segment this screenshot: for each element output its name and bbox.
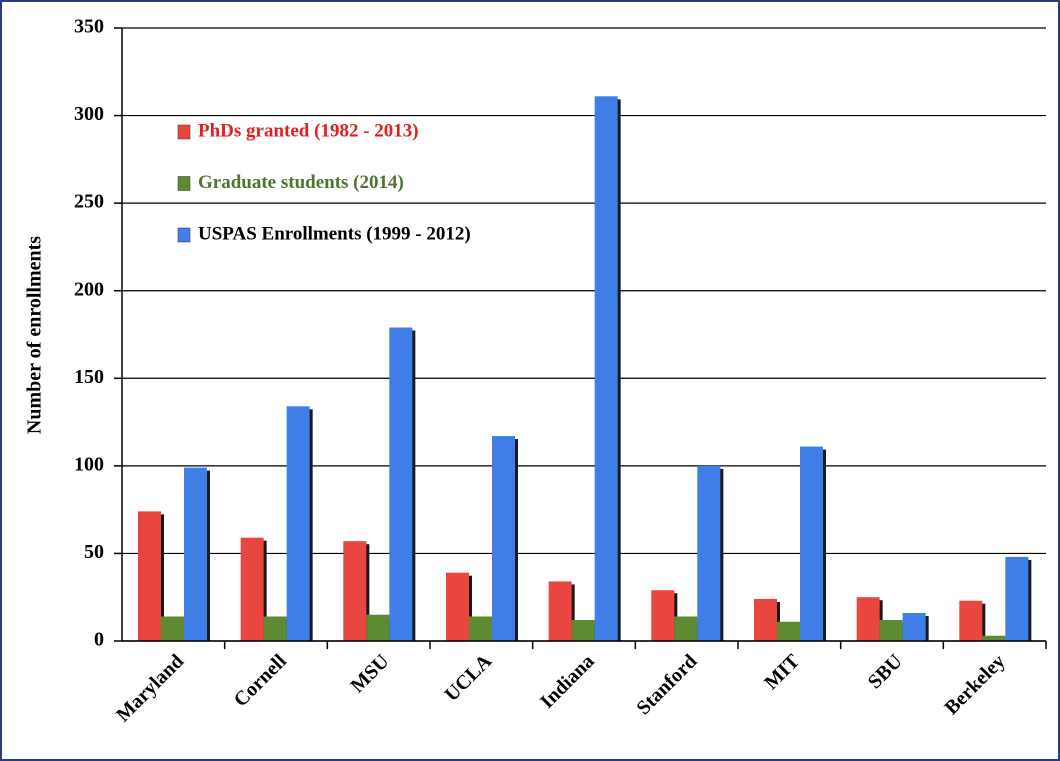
- bar: [959, 600, 983, 641]
- y-tick-label: 200: [74, 278, 104, 300]
- legend-swatch: [177, 176, 191, 191]
- bar: [389, 327, 413, 641]
- legend-label: USPAS Enrollments (1999 - 2012): [198, 223, 471, 244]
- legend-swatch: [177, 227, 191, 243]
- bar: [777, 621, 800, 641]
- bar: [161, 616, 184, 641]
- y-axis-label: Number of enrollments: [24, 236, 46, 434]
- bar: [263, 616, 287, 641]
- bar: [594, 96, 618, 641]
- bar: [754, 598, 777, 641]
- bar: [366, 614, 390, 641]
- bar: [800, 446, 823, 641]
- bar: [674, 616, 698, 641]
- bar: [548, 581, 572, 641]
- legend-label: Graduate students (2014): [198, 172, 404, 193]
- bar: [184, 467, 207, 641]
- y-tick-label: 100: [74, 453, 104, 475]
- y-tick-label: 350: [74, 16, 104, 38]
- bar: [902, 612, 926, 641]
- bar: [469, 616, 492, 641]
- bar: [138, 511, 161, 641]
- bar: [651, 590, 675, 641]
- bar: [982, 635, 1006, 641]
- bar: [697, 465, 721, 641]
- y-tick-label: 300: [74, 103, 104, 125]
- bar: [343, 541, 367, 641]
- y-tick-label: 0: [94, 629, 104, 651]
- y-tick-label: 50: [84, 541, 104, 563]
- y-tick-label: 250: [74, 191, 104, 213]
- legend-label: PhDs granted (1982 - 2013): [198, 120, 419, 141]
- bar: [492, 436, 515, 641]
- bar: [571, 619, 595, 641]
- bar: [240, 537, 264, 641]
- bar: [879, 619, 903, 641]
- legend-swatch: [177, 124, 191, 140]
- bar: [1005, 556, 1029, 641]
- bar: [286, 406, 310, 641]
- bar: [446, 572, 469, 641]
- bar: [856, 597, 880, 641]
- y-tick-label: 150: [74, 366, 104, 388]
